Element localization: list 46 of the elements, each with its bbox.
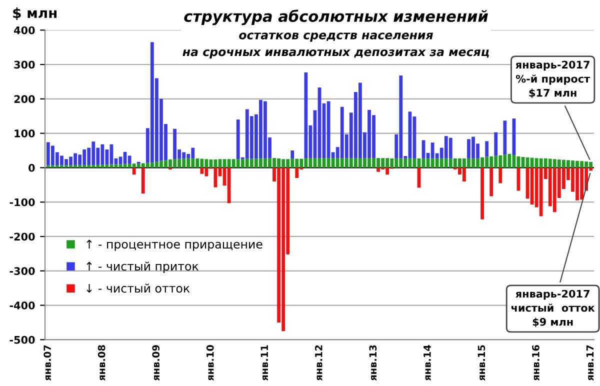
bar — [498, 168, 502, 184]
bar — [227, 168, 231, 204]
bar — [494, 132, 498, 156]
x-tick-label: янв.15 — [478, 345, 486, 381]
bar — [480, 168, 484, 220]
bar — [485, 141, 489, 157]
y-tick-label: 0 — [28, 164, 35, 172]
chart-title: структура абсолютных изменений — [184, 10, 488, 26]
annotation: январь-2017 чистый отток $9 млн — [511, 290, 595, 328]
y-tick-label: 300 — [14, 60, 35, 69]
y-tick-label: -100 — [10, 198, 35, 206]
y-tick-label: -200 — [10, 232, 35, 241]
y-tick-label: -400 — [10, 302, 35, 310]
bar — [214, 168, 218, 188]
bar — [448, 138, 452, 158]
legend-label: ↑ - процентное приращение — [86, 240, 262, 251]
bar — [304, 72, 308, 158]
x-tick-label: янв.13 — [369, 345, 377, 381]
annotation: январь-2017 %-й прирост $17 млн — [516, 60, 590, 98]
x-tick-label: янв.16 — [532, 345, 540, 381]
bar — [503, 120, 507, 155]
bar — [200, 168, 204, 174]
bar — [132, 168, 136, 175]
bar — [422, 140, 426, 158]
x-tick-label: янв.10 — [206, 345, 214, 381]
legend-label: ↑ - чистый приток — [86, 262, 198, 273]
x-tick-label: янв.12 — [314, 345, 322, 381]
bar — [290, 150, 294, 159]
y-tick-label: -500 — [10, 336, 35, 344]
x-tick-label: янв.09 — [152, 345, 160, 381]
bar — [490, 168, 494, 196]
legend-label: ↓ - чистый отток — [86, 284, 190, 293]
y-tick-label: -300 — [10, 267, 35, 275]
y-tick-label: 200 — [14, 95, 35, 104]
y-tick-label: 100 — [14, 130, 35, 138]
y-tick-label: 400 — [14, 26, 35, 34]
bar — [141, 168, 145, 194]
x-tick-label: янв.14 — [424, 344, 431, 381]
x-tick-label: янв.11 — [260, 345, 268, 381]
bar — [295, 168, 299, 178]
x-tick-label: янв.17 — [586, 345, 594, 381]
text: остатков средств населения на срочных инвалютных депозитах за месяц — [182, 32, 489, 59]
x-tick-label: янв.07 — [44, 345, 51, 381]
x-tick-label: янв.08 — [98, 345, 106, 381]
bar — [128, 156, 132, 164]
y-axis-title: $ млн — [13, 7, 57, 20]
